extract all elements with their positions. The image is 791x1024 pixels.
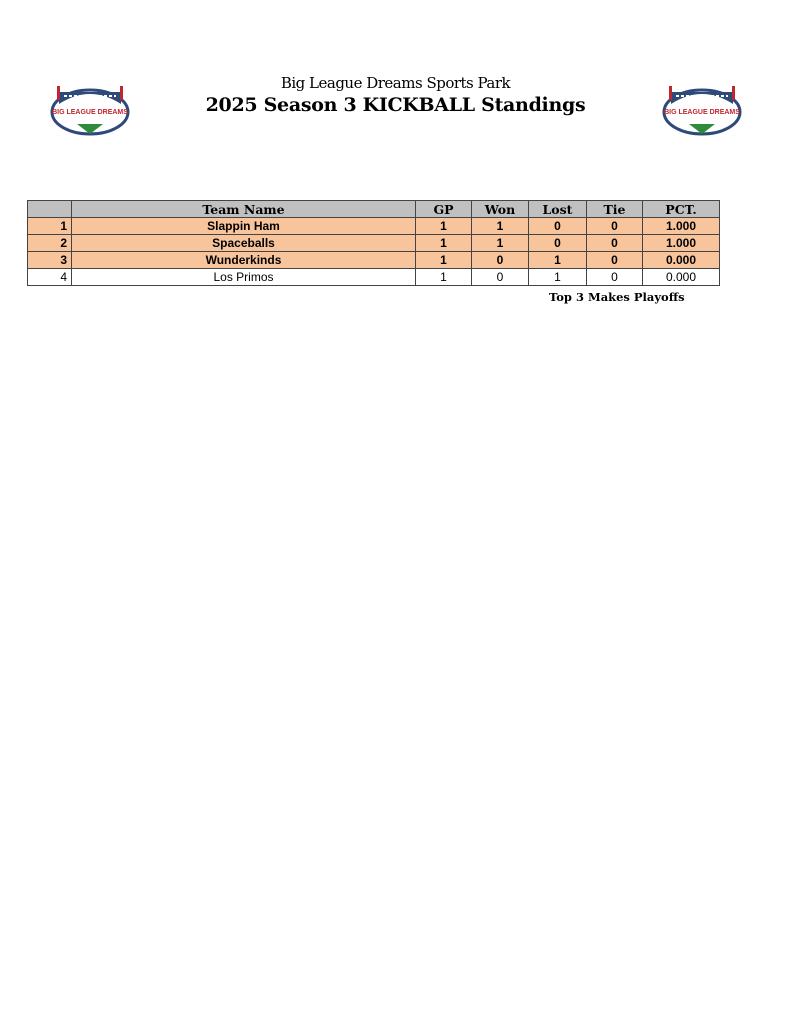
svg-text:BIG LEAGUE DREAMS: BIG LEAGUE DREAMS	[664, 109, 740, 116]
cell-gp: 1	[415, 251, 472, 269]
cell-tie: 0	[586, 251, 643, 269]
cell-pct: 1.000	[642, 217, 720, 235]
cell-rank: 1	[27, 217, 72, 235]
table-row: 4 Los Primos 1 0 1 0 0.000	[27, 268, 720, 286]
cell-won: 1	[471, 217, 529, 235]
cell-pct: 1.000	[642, 234, 720, 252]
cell-tie: 0	[586, 217, 643, 235]
cell-pct: 0.000	[642, 268, 720, 286]
column-header-won: Won	[471, 200, 529, 218]
cell-lost: 1	[528, 268, 587, 286]
cell-won: 1	[471, 234, 529, 252]
cell-gp: 1	[415, 234, 472, 252]
cell-lost: 0	[528, 217, 587, 235]
cell-won: 0	[471, 268, 529, 286]
cell-won: 0	[471, 251, 529, 269]
column-header-lost: Lost	[528, 200, 587, 218]
page-title: 2025 Season 3 KICKBALL Standings	[205, 94, 586, 116]
big-league-dreams-logo: BIG LEAGUE DREAMS	[50, 86, 130, 136]
table-row: 3 Wunderkinds 1 0 1 0 0.000	[27, 251, 720, 269]
cell-team: Slappin Ham	[71, 217, 416, 235]
big-league-dreams-logo: BIG LEAGUE DREAMS	[662, 86, 742, 136]
column-header-gp: GP	[415, 200, 472, 218]
cell-rank: 2	[27, 234, 72, 252]
cell-rank: 4	[27, 268, 72, 286]
cell-tie: 0	[586, 268, 643, 286]
cell-team: Los Primos	[71, 268, 416, 286]
playoff-note: Top 3 Makes Playoffs	[549, 290, 685, 304]
svg-text:BIG LEAGUE DREAMS: BIG LEAGUE DREAMS	[52, 109, 128, 116]
cell-gp: 1	[415, 217, 472, 235]
column-header-tie: Tie	[586, 200, 643, 218]
cell-tie: 0	[586, 234, 643, 252]
cell-team: Spaceballs	[71, 234, 416, 252]
column-header-pct: PCT.	[642, 200, 720, 218]
cell-lost: 1	[528, 251, 587, 269]
table-row: 2 Spaceballs 1 1 0 0 1.000	[27, 234, 720, 252]
cell-lost: 0	[528, 234, 587, 252]
cell-team: Wunderkinds	[71, 251, 416, 269]
standings-table: Team Name GP Won Lost Tie PCT. 1 Slappin …	[27, 200, 720, 286]
column-header-team-name: Team Name	[71, 200, 416, 218]
column-header-rank	[27, 200, 72, 218]
cell-pct: 0.000	[642, 251, 720, 269]
cell-rank: 3	[27, 251, 72, 269]
table-row: 1 Slappin Ham 1 1 0 0 1.000	[27, 217, 720, 235]
park-name: Big League Dreams Sports Park	[280, 74, 511, 92]
cell-gp: 1	[415, 268, 472, 286]
table-header-row: Team Name GP Won Lost Tie PCT.	[27, 200, 720, 218]
